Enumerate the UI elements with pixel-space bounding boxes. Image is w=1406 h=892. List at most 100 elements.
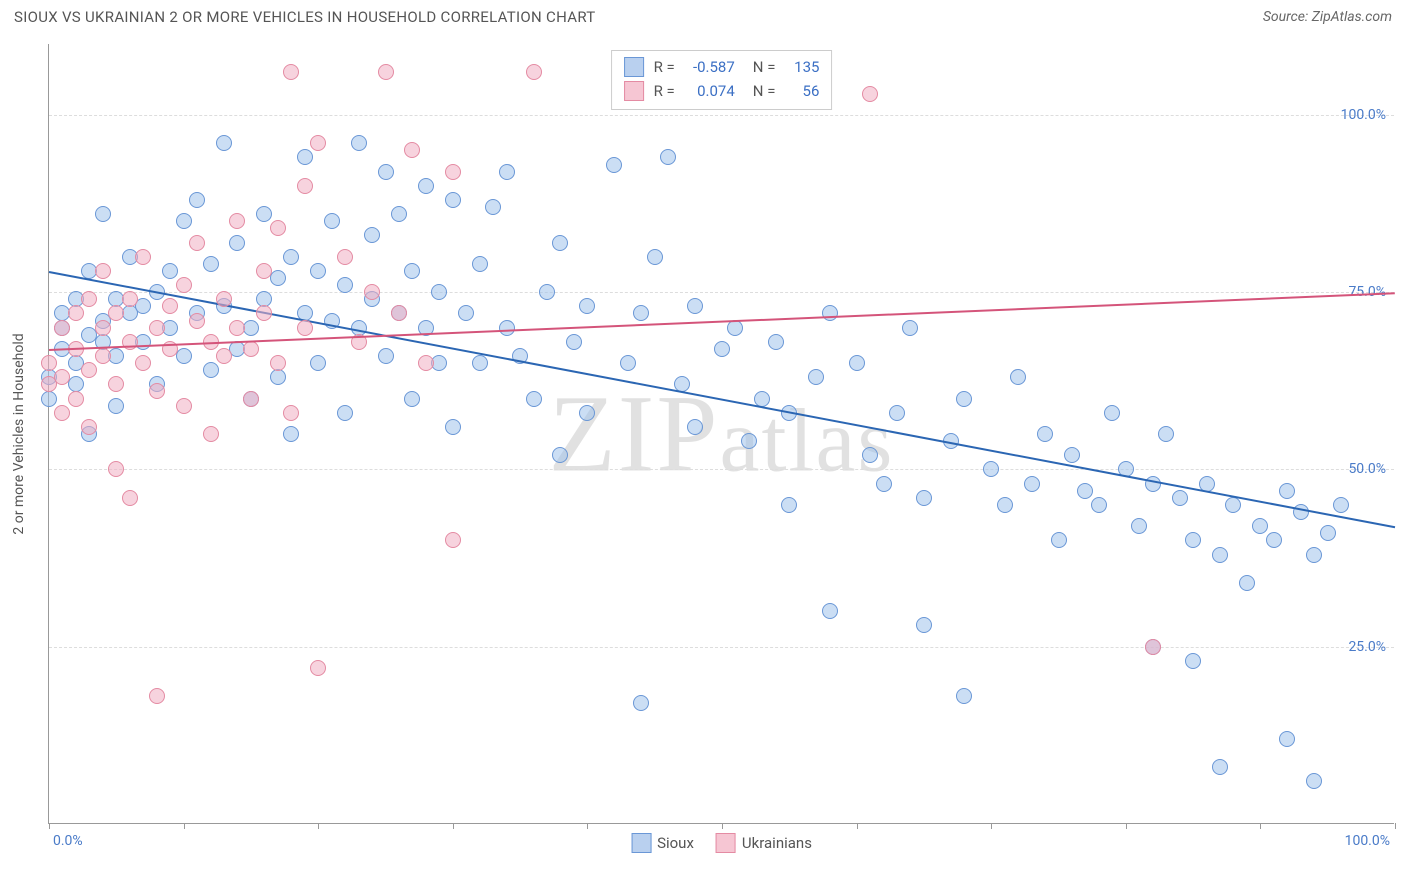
- data-point: [95, 206, 111, 222]
- data-point: [176, 398, 192, 414]
- data-point: [189, 313, 205, 329]
- data-point: [1104, 405, 1120, 421]
- data-point: [1306, 773, 1322, 789]
- data-point: [270, 369, 286, 385]
- stat-r-value: -0.587: [683, 55, 735, 79]
- x-tick: [184, 823, 185, 829]
- data-point: [768, 334, 784, 350]
- stats-legend-box: R = -0.587 N = 135R =0.074N =56: [611, 50, 833, 110]
- data-point: [956, 391, 972, 407]
- data-point: [418, 178, 434, 194]
- data-point: [216, 291, 232, 307]
- data-point: [270, 355, 286, 371]
- data-point: [310, 135, 326, 151]
- data-point: [445, 164, 461, 180]
- scatter-chart: 2 or more Vehicles in Household ZIPatlas…: [48, 44, 1394, 824]
- data-point: [378, 348, 394, 364]
- legend-item: Ukrainians: [716, 833, 812, 853]
- data-point: [135, 249, 151, 265]
- data-point: [54, 369, 70, 385]
- data-point: [849, 355, 865, 371]
- data-point: [122, 291, 138, 307]
- data-point: [1010, 369, 1026, 385]
- data-point: [579, 405, 595, 421]
- data-point: [552, 235, 568, 251]
- data-point: [189, 235, 205, 251]
- data-point: [606, 157, 622, 173]
- x-axis-max-label: 100.0%: [1345, 833, 1390, 849]
- data-point: [378, 164, 394, 180]
- data-point: [1212, 547, 1228, 563]
- data-point: [997, 497, 1013, 513]
- data-point: [418, 355, 434, 371]
- data-point: [404, 391, 420, 407]
- data-point: [808, 369, 824, 385]
- data-point: [81, 362, 97, 378]
- data-point: [216, 135, 232, 151]
- data-point: [1212, 759, 1228, 775]
- stat-n-label: N =: [753, 79, 776, 103]
- data-point: [283, 426, 299, 442]
- x-tick: [1395, 823, 1396, 829]
- data-point: [378, 64, 394, 80]
- data-point: [324, 213, 340, 229]
- data-point: [445, 192, 461, 208]
- data-point: [297, 320, 313, 336]
- data-point: [485, 199, 501, 215]
- data-point: [539, 284, 555, 300]
- data-point: [203, 362, 219, 378]
- data-point: [633, 695, 649, 711]
- data-point: [579, 298, 595, 314]
- legend-item: Sioux: [631, 833, 694, 853]
- x-tick: [722, 823, 723, 829]
- data-point: [337, 249, 353, 265]
- data-point: [633, 305, 649, 321]
- data-point: [283, 64, 299, 80]
- data-point: [862, 86, 878, 102]
- data-point: [256, 305, 272, 321]
- stats-row: R =0.074N =56: [624, 79, 820, 103]
- data-point: [472, 355, 488, 371]
- x-axis-min-label: 0.0%: [53, 833, 83, 849]
- data-point: [916, 617, 932, 633]
- data-point: [1225, 497, 1241, 513]
- data-point: [364, 284, 380, 300]
- data-point: [822, 603, 838, 619]
- data-point: [1064, 447, 1080, 463]
- data-point: [229, 213, 245, 229]
- data-point: [526, 391, 542, 407]
- legend-swatch: [624, 57, 644, 77]
- data-point: [41, 355, 57, 371]
- data-point: [189, 192, 205, 208]
- data-point: [687, 419, 703, 435]
- data-point: [391, 305, 407, 321]
- x-tick: [857, 823, 858, 829]
- gridline: [49, 647, 1394, 648]
- data-point: [41, 391, 57, 407]
- data-point: [108, 305, 124, 321]
- data-point: [1266, 532, 1282, 548]
- legend-label: Ukrainians: [742, 834, 812, 852]
- data-point: [81, 291, 97, 307]
- stat-n-label: N =: [753, 55, 776, 79]
- data-point: [162, 263, 178, 279]
- y-axis-label: 2 or more Vehicles in Household: [11, 333, 27, 534]
- data-point: [351, 135, 367, 151]
- data-point: [876, 476, 892, 492]
- data-point: [337, 405, 353, 421]
- data-point: [337, 277, 353, 293]
- data-point: [445, 419, 461, 435]
- stat-n-value: 135: [783, 55, 819, 79]
- gridline: [49, 292, 1394, 293]
- gridline: [49, 115, 1394, 116]
- data-point: [445, 532, 461, 548]
- data-point: [956, 688, 972, 704]
- data-point: [1131, 518, 1147, 534]
- data-point: [297, 178, 313, 194]
- data-point: [552, 447, 568, 463]
- data-point: [310, 660, 326, 676]
- y-tick-label: 25.0%: [1348, 639, 1386, 655]
- data-point: [310, 263, 326, 279]
- stat-r-label: R =: [654, 55, 675, 79]
- data-point: [458, 305, 474, 321]
